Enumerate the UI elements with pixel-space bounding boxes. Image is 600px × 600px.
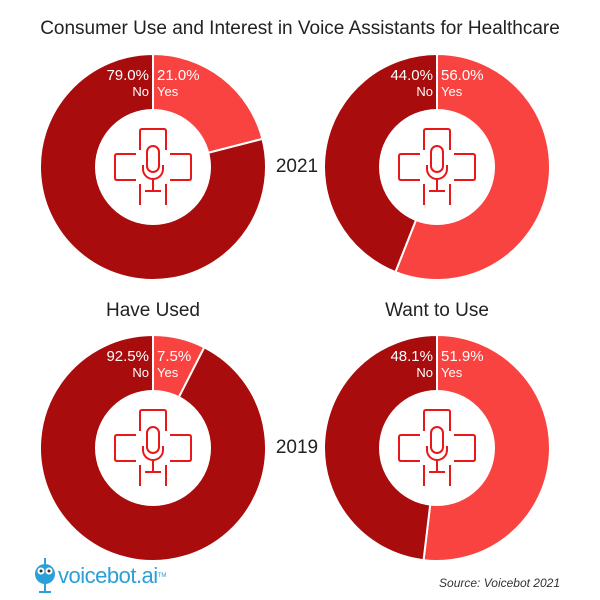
no-percent-label: 92.5% (106, 348, 149, 365)
medical-mic-icon (398, 409, 476, 486)
medical-mic-icon (398, 128, 476, 205)
slice-no (39, 52, 267, 281)
slice-no (39, 333, 267, 562)
source-note: Source: Voicebot 2021 (439, 576, 560, 590)
donut-hole (95, 109, 211, 225)
yes-percent-label: 7.5% (157, 348, 191, 365)
year-label-2021: 2021 (275, 156, 319, 177)
logo-tm: TM (157, 573, 167, 579)
robot-mic-icon (35, 558, 55, 593)
chart-title: Consumer Use and Interest in Voice Assis… (40, 18, 560, 39)
yes-label: Yes (157, 84, 179, 99)
yes-percent-label: 21.0% (157, 67, 200, 84)
medical-mic-icon (114, 128, 192, 205)
no-label: No (132, 365, 149, 380)
column-label-have-used: Have Used (106, 300, 200, 321)
donut-hole (379, 109, 495, 225)
year-label-2019: 2019 (275, 437, 319, 458)
no-percent-label: 48.1% (390, 348, 433, 365)
yes-percent-label: 56.0% (441, 67, 484, 84)
column-label-want-to-use: Want to Use (385, 300, 489, 321)
yes-label: Yes (441, 365, 463, 380)
donut-hole (95, 390, 211, 506)
logo-text: voicebot.ai (58, 563, 158, 588)
no-percent-label: 44.0% (390, 67, 433, 84)
no-label: No (416, 365, 433, 380)
yes-label: Yes (441, 84, 463, 99)
no-label: No (416, 84, 433, 99)
yes-percent-label: 51.9% (441, 348, 484, 365)
yes-label: Yes (157, 365, 179, 380)
donut-hole (379, 390, 495, 506)
medical-mic-icon (114, 409, 192, 486)
no-percent-label: 79.0% (106, 67, 149, 84)
voicebot-logo: voicebot.ai TM (32, 558, 166, 594)
no-label: No (132, 84, 149, 99)
